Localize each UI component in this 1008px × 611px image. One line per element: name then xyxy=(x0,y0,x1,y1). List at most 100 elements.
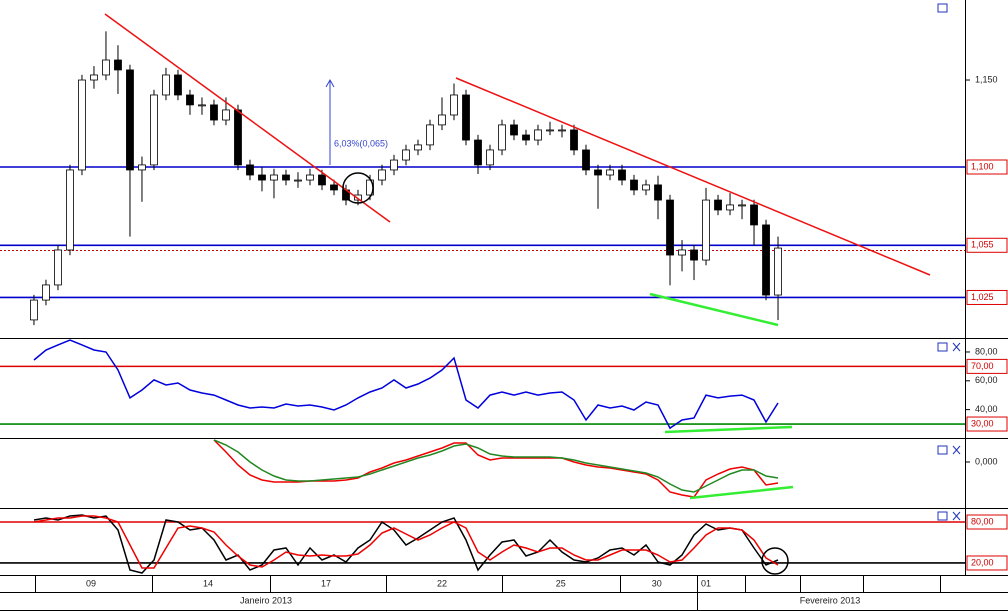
close-icon[interactable] xyxy=(952,342,961,352)
candle-body xyxy=(498,124,506,151)
support-line xyxy=(649,292,779,327)
candle-body xyxy=(294,179,302,182)
candle-body xyxy=(630,179,638,191)
candle-body xyxy=(774,247,782,296)
x-tick-label: 30 xyxy=(652,578,662,588)
candle-body xyxy=(762,224,770,296)
close-icon[interactable] xyxy=(952,511,961,521)
measure-label: 6,03%(0,065) xyxy=(334,138,388,148)
maximize-icon[interactable] xyxy=(937,3,948,13)
month-label: Janeiro 2013 xyxy=(240,595,292,605)
maximize-icon[interactable] xyxy=(937,445,948,455)
candle-body xyxy=(618,169,626,181)
level-label: 1,025 xyxy=(971,292,994,302)
candle-body xyxy=(642,184,650,191)
candle-body xyxy=(594,169,602,176)
candle-body xyxy=(546,129,554,132)
highlight-circle xyxy=(761,547,789,575)
level-label-box xyxy=(966,289,1008,305)
maximize-icon[interactable] xyxy=(937,511,948,521)
panel-icons xyxy=(937,3,961,521)
candle-body xyxy=(462,94,470,141)
candle-body xyxy=(582,149,590,171)
maximize-icon[interactable] xyxy=(937,342,948,352)
candle-body xyxy=(678,249,686,256)
candle-body xyxy=(78,79,86,171)
candle-body xyxy=(570,129,578,151)
level-label-box xyxy=(966,416,1008,432)
candle-body xyxy=(174,74,182,96)
candle-body xyxy=(186,94,194,106)
candle-body xyxy=(150,94,158,166)
y-tick-label: 40,00 xyxy=(975,404,998,414)
highlight-circle xyxy=(342,172,374,204)
candle-body xyxy=(378,169,386,181)
candle-body xyxy=(558,129,566,132)
candle-body xyxy=(30,299,38,321)
candle-body xyxy=(390,159,398,171)
arrow-head xyxy=(325,78,335,88)
drawings xyxy=(104,13,931,575)
level-label: 1,100 xyxy=(971,161,994,171)
candle-body xyxy=(126,69,134,171)
candle-body xyxy=(474,139,482,166)
level-label: 20,00 xyxy=(971,557,994,567)
close-icon[interactable] xyxy=(952,445,961,455)
candle-body xyxy=(690,249,698,261)
level-label-box xyxy=(966,159,1008,175)
support-line xyxy=(664,425,793,434)
candle-body xyxy=(510,124,518,136)
candle-body xyxy=(702,199,710,261)
candle-body xyxy=(138,164,146,171)
candle-body xyxy=(54,249,62,286)
x-tick-label: 09 xyxy=(86,578,96,588)
level-label-box xyxy=(966,514,1008,530)
y-tick-label: 0,000 xyxy=(975,456,998,466)
candle-body xyxy=(726,204,734,211)
level-label: 30,00 xyxy=(971,418,994,428)
indicator-line xyxy=(33,515,779,569)
candle-body xyxy=(714,199,722,211)
candle-body xyxy=(234,109,242,166)
candle-body xyxy=(486,149,494,166)
candle-body xyxy=(42,284,50,301)
candle-body xyxy=(606,169,614,176)
candle-body xyxy=(258,174,266,181)
level-label: 1,055 xyxy=(971,240,994,250)
level-label-box xyxy=(966,555,1008,571)
indicator-line xyxy=(33,514,779,574)
candle-body xyxy=(654,184,662,201)
level-label: 70,00 xyxy=(971,361,994,371)
candle-body xyxy=(534,129,542,141)
candle-body xyxy=(210,104,218,121)
y-tick-label: 80,00 xyxy=(975,346,998,356)
candle-body xyxy=(90,74,98,81)
level-label: 80,00 xyxy=(971,516,994,526)
y-tick-label: 1,150 xyxy=(975,74,998,84)
candle-body xyxy=(102,59,110,76)
x-tick-label: 17 xyxy=(321,578,331,588)
candle-body xyxy=(426,124,434,146)
indicator-line xyxy=(213,439,779,493)
candle-body xyxy=(282,174,290,181)
candle-body xyxy=(198,104,206,107)
indicator-line xyxy=(33,339,779,430)
trend-line xyxy=(455,77,931,276)
candle-body xyxy=(306,174,314,181)
candle-body xyxy=(402,149,410,161)
candle-body xyxy=(66,169,74,251)
x-tick-label: 22 xyxy=(437,578,447,588)
y-tick-label: 60,00 xyxy=(975,375,998,385)
candle-body xyxy=(738,204,746,207)
x-tick-label: 25 xyxy=(556,578,566,588)
candle-body xyxy=(666,199,674,256)
month-label: Fevereiro 2013 xyxy=(800,595,861,605)
candle-body xyxy=(522,134,530,141)
candle-body xyxy=(162,74,170,96)
x-separators xyxy=(35,576,941,611)
candle-body xyxy=(414,144,422,151)
candle-body xyxy=(750,204,758,226)
x-tick-label: 14 xyxy=(203,578,213,588)
